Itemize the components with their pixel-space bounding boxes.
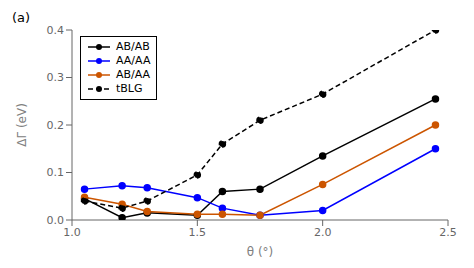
html-text:(a): (a) [12,10,31,25]
html-text:AB/AB: AB/AB [116,40,150,53]
svg-text:0.4: 0.4 [47,24,65,37]
html-text:AB/AA: AB/AA [116,68,151,81]
svg-text:θ (°): θ (°) [247,245,274,259]
svg-text:0.0: 0.0 [47,214,65,227]
svg-text:1.5: 1.5 [189,226,207,239]
svg-text:2.0: 2.0 [314,226,332,239]
svg-text:0.3: 0.3 [47,71,65,84]
svg-text:0.1: 0.1 [47,166,65,179]
svg-text:1.0: 1.0 [63,226,81,239]
svg-text:0.2: 0.2 [47,119,65,132]
svg-text:ΔΓ (eV): ΔΓ (eV) [15,103,29,147]
html-text:tBLG: tBLG [116,82,143,95]
html-text:AA/AA: AA/AA [116,54,151,67]
svg-text:2.5: 2.5 [439,226,457,239]
